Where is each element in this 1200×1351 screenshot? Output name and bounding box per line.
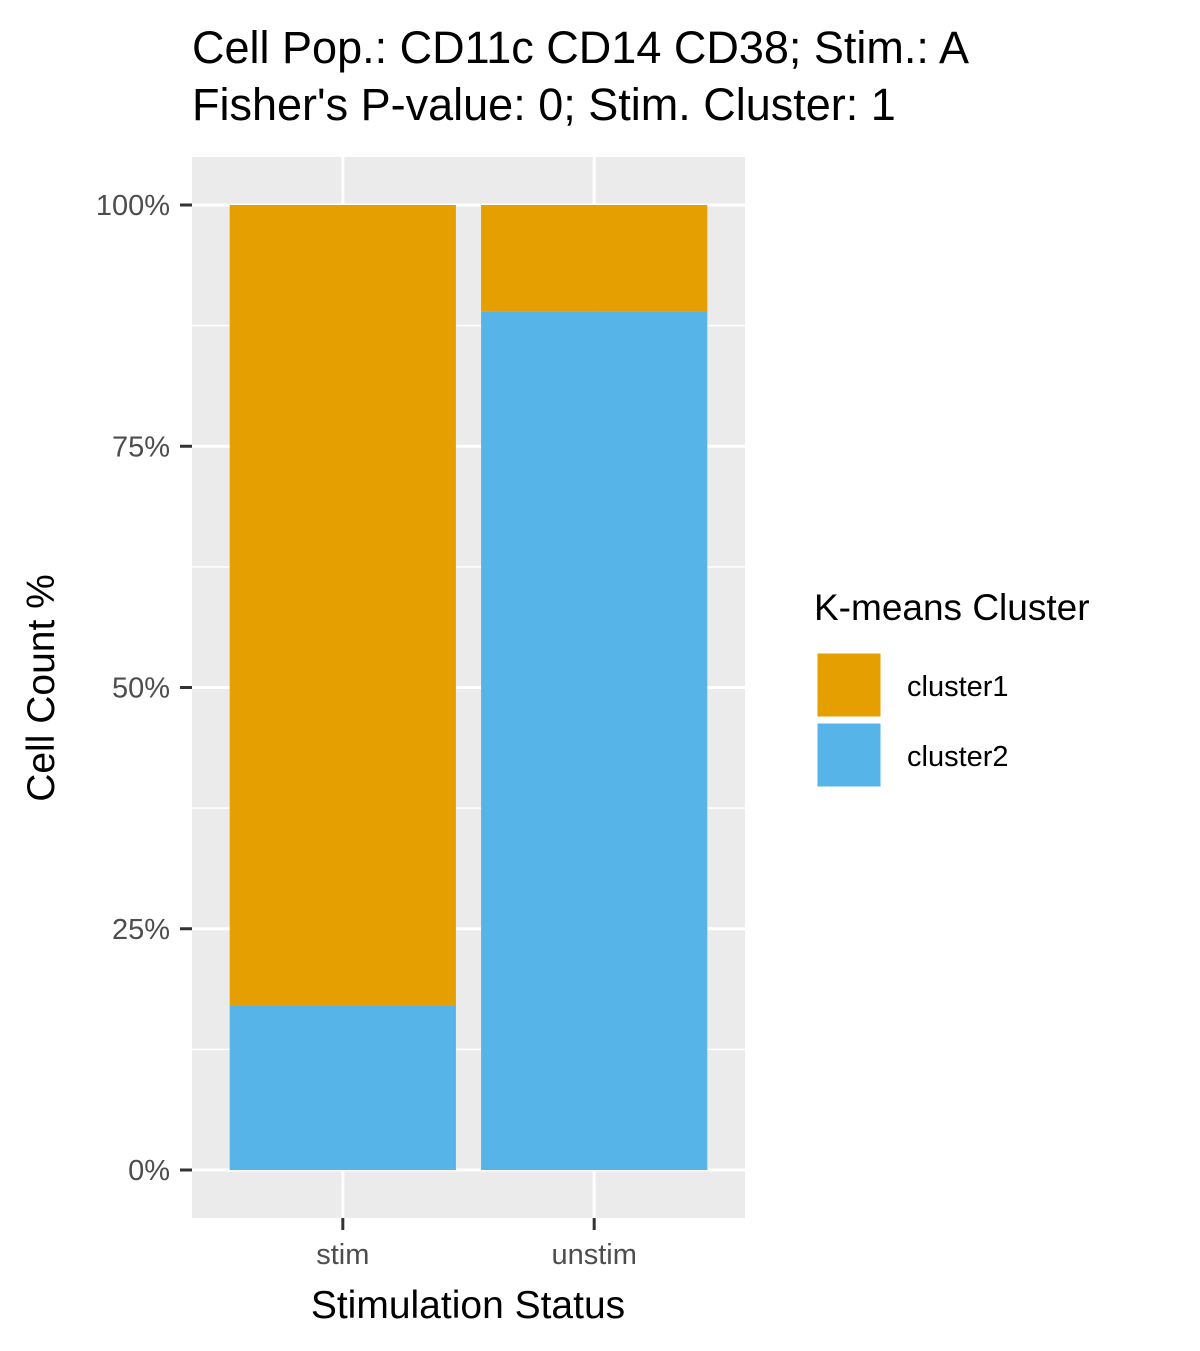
y-tick-label: 0% [128, 1155, 170, 1187]
bar-cluster2-unstim [481, 311, 708, 1170]
legend-swatch-cluster1 [814, 650, 884, 720]
bars [229, 205, 708, 1170]
y-tick-label: 75% [112, 431, 170, 463]
y-axis: 0% 25% 50% 75% 100% [96, 190, 192, 1187]
legend-title: K-means Cluster [814, 587, 1090, 628]
y-tick-label: 50% [112, 673, 170, 705]
chart-subtitle: Fisher's P-value: 0; Stim. Cluster: 1 [192, 79, 896, 130]
x-tick-label: stim [316, 1239, 369, 1271]
legend-swatch-cluster2 [814, 720, 884, 790]
bar-cluster2-stim [229, 1005, 456, 1170]
legend-label-cluster2: cluster2 [907, 741, 1009, 773]
y-tick-label: 100% [96, 190, 170, 222]
bar-cluster1-unstim [481, 205, 708, 312]
x-axis-title: Stimulation Status [311, 1284, 625, 1327]
y-tick-label: 25% [112, 914, 170, 946]
chart-title: Cell Pop.: CD11c CD14 CD38; Stim.: A [192, 22, 969, 73]
x-tick-label: unstim [551, 1239, 636, 1271]
legend: K-means Cluster cluster1 cluster2 [814, 587, 1090, 790]
bar-cluster1-stim [229, 205, 456, 1006]
y-axis-title: Cell Count % [20, 574, 63, 802]
x-axis: stim unstim [316, 1218, 637, 1271]
legend-label-cluster1: cluster1 [907, 671, 1009, 703]
